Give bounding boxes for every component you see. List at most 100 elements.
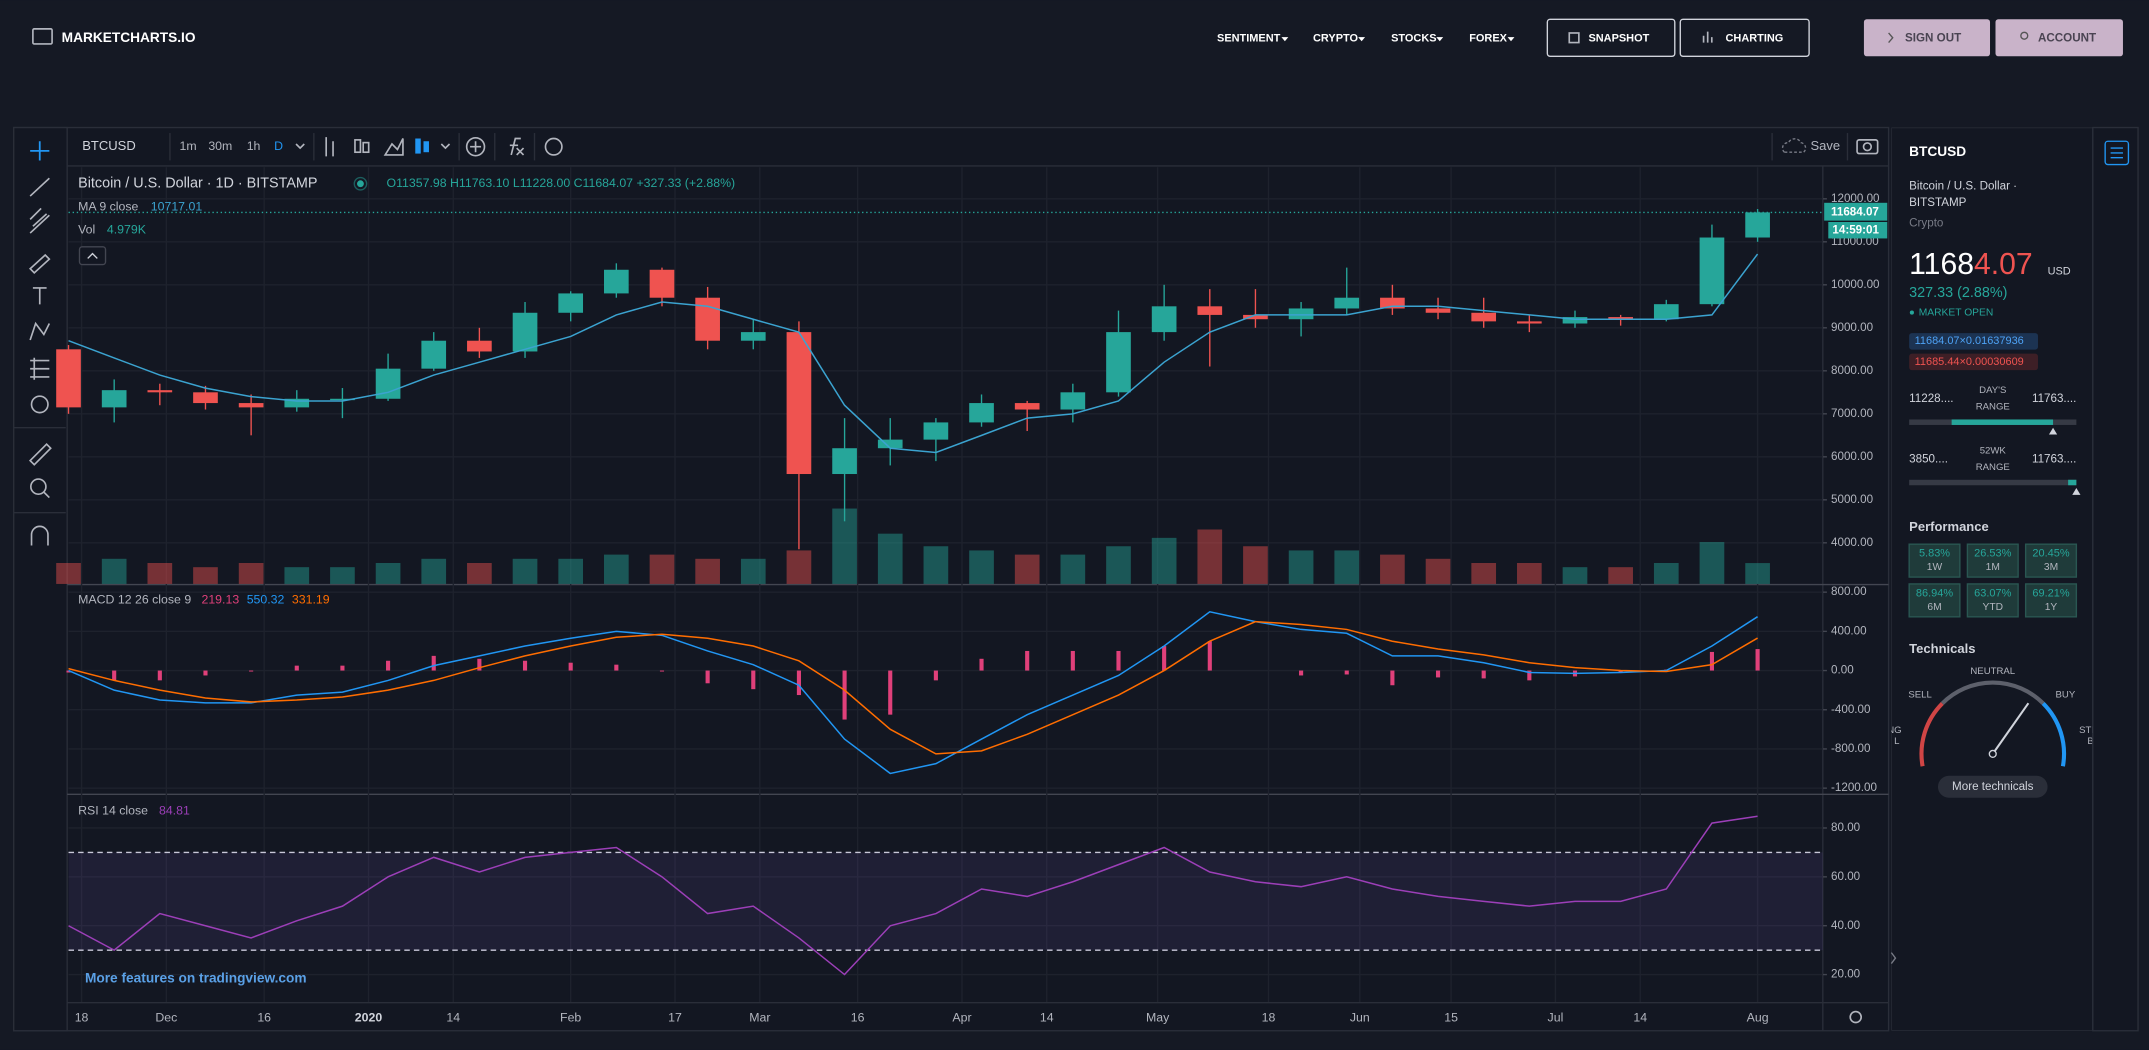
prediction-tool[interactable] [30, 357, 50, 380]
interval[interactable]: 30m [208, 139, 232, 153]
performance-value: 86.94% [1916, 587, 1953, 599]
histogram-bar [340, 665, 345, 671]
macd-legend: MACD 12 26 close 9 [78, 593, 191, 607]
histogram-bar [431, 655, 436, 671]
rsi-band [68, 852, 1823, 951]
button-icon [1702, 31, 1713, 43]
area-style[interactable] [383, 138, 404, 156]
account-button[interactable] [1995, 19, 2123, 57]
interval-active[interactable]: D [274, 139, 283, 153]
crosshair-tool[interactable] [30, 141, 50, 161]
histogram-bar [386, 660, 391, 671]
measure-tool[interactable] [28, 442, 52, 466]
performance-cell [1966, 583, 2019, 618]
sidebar-symbol: BTCUSD [1909, 144, 1966, 159]
volume-bar [1471, 562, 1497, 584]
candle-body [512, 312, 538, 352]
pitchfork-tool[interactable] [29, 207, 50, 234]
nav-item[interactable]: SENTIMENT [1217, 32, 1281, 44]
bid-box [1909, 333, 2038, 350]
macd-value: 550.32 [247, 593, 285, 607]
x-tick-label: Apr [952, 1011, 971, 1025]
pattern-tool[interactable] [29, 321, 51, 341]
details-lines [2110, 147, 2123, 159]
volume-bar [877, 533, 903, 584]
sign-out-button[interactable] [1863, 19, 1991, 57]
market-status: MARKET OPEN [1919, 307, 1994, 318]
zoom-handle [43, 491, 50, 499]
x-tick-label: Feb [560, 1011, 581, 1025]
compare-button[interactable] [465, 137, 486, 157]
histogram-bar [1162, 646, 1167, 671]
signal-line [68, 620, 1758, 755]
magnet-tool[interactable] [30, 525, 49, 546]
details-icon[interactable] [2104, 140, 2130, 166]
interval[interactable]: 1h [247, 139, 261, 153]
range-label: 52WK [1980, 446, 2007, 457]
volume-bar [375, 562, 401, 584]
volume-legend-value: 4.979K [107, 223, 147, 237]
nav-item[interactable]: CRYPTO [1313, 32, 1359, 44]
alert-button[interactable] [544, 137, 563, 156]
brush-tool[interactable] [28, 253, 51, 274]
tradingview-link[interactable]: More features on tradingview.com [85, 970, 307, 985]
caret[interactable] [440, 143, 451, 150]
last-price-main: 1168 [1909, 248, 1974, 281]
y-tick-label: 9000.00 [1831, 321, 1874, 334]
candle-body [1014, 403, 1040, 410]
instrument-category: Crypto [1909, 217, 1943, 230]
caret [1436, 37, 1444, 42]
zoom-tool[interactable] [30, 478, 47, 495]
caret [1507, 37, 1515, 42]
volume-bar [56, 562, 81, 584]
y-tick-label: -400.00 [1831, 703, 1871, 716]
logo[interactable]: MARKETCHARTS.IO [62, 30, 196, 45]
more-technicals-button[interactable] [1937, 775, 2048, 798]
sidebar-panel [1891, 127, 2093, 1031]
nav-item[interactable]: FOREX [1469, 32, 1507, 44]
bars-style[interactable] [325, 137, 334, 157]
sidebar-toggle[interactable] [1890, 952, 1897, 964]
caret[interactable] [295, 143, 305, 150]
candles-style[interactable] [354, 139, 362, 154]
candle-body [695, 297, 720, 341]
volume-bar [101, 558, 127, 584]
save-button[interactable]: Save [1810, 138, 1840, 153]
last-price-tag [1824, 202, 1888, 221]
button-label[interactable]: SNAPSHOT [1588, 32, 1649, 44]
drawing-toolbar [13, 126, 68, 1032]
candle-body [786, 332, 812, 475]
candle-body [1243, 314, 1268, 320]
settings-icon[interactable] [1849, 1010, 1863, 1024]
price-change: 327.33 (2.88%) [1909, 285, 2007, 301]
histogram-bar [1116, 650, 1121, 671]
snapshot-button[interactable] [1546, 18, 1676, 57]
text-tool[interactable] [32, 287, 47, 305]
performance-value: 63.07% [1974, 587, 2011, 599]
y-tick-label: 40.00 [1831, 919, 1861, 932]
gauge-buy [2041, 701, 2067, 767]
trend-line-tool[interactable] [29, 177, 50, 197]
button-label[interactable]: ACCOUNT [2038, 32, 2096, 45]
button-label[interactable]: SIGN OUT [1905, 32, 1961, 45]
x-tick-label: 14 [446, 1011, 460, 1025]
interval[interactable]: 1m [180, 139, 197, 153]
collapse-button[interactable] [78, 246, 107, 266]
more-technicals-label[interactable]: More technicals [1952, 780, 2034, 793]
icon-tool[interactable] [30, 395, 49, 414]
volume-bar [695, 558, 720, 584]
histogram-bar [1207, 641, 1212, 671]
volume-bar [1288, 550, 1314, 584]
button-label[interactable]: CHARTING [1726, 32, 1784, 44]
indicators-button[interactable] [509, 137, 525, 156]
nav-item[interactable]: STOCKS [1391, 32, 1436, 44]
heikin-style[interactable] [415, 138, 421, 154]
charting-button[interactable] [1679, 18, 1810, 57]
gauge-label: STR [2079, 725, 2098, 736]
symbol[interactable]: BTCUSD [82, 138, 136, 153]
candle-body [1745, 212, 1770, 238]
grid [68, 167, 1823, 1002]
candles-style [362, 141, 370, 154]
snapshot-icon[interactable] [1856, 139, 1879, 155]
